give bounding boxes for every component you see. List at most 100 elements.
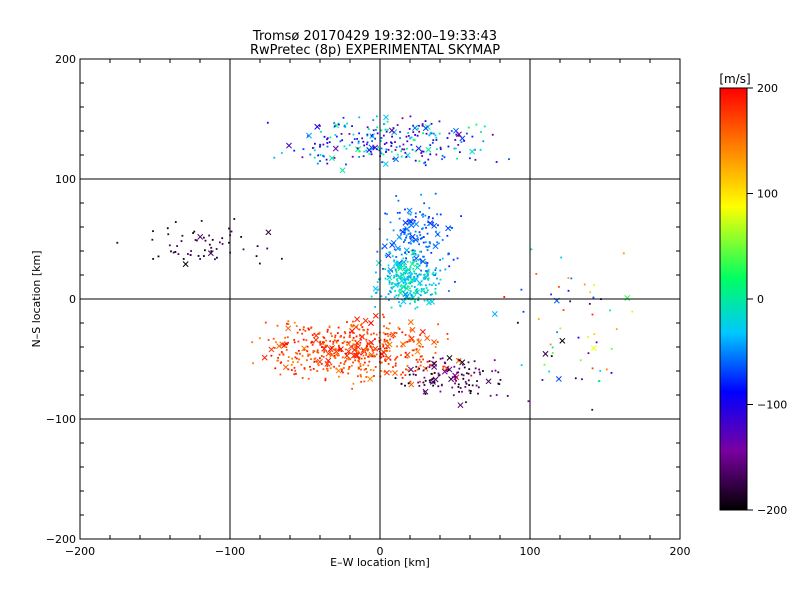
- data-point: [216, 256, 218, 259]
- data-point: [379, 353, 382, 355]
- data-point: [287, 356, 290, 358]
- data-point: [430, 122, 433, 125]
- data-point: [369, 345, 372, 348]
- data-point: [323, 341, 326, 344]
- data-point: [400, 287, 403, 290]
- data-point: [395, 261, 398, 264]
- data-point: [307, 377, 310, 380]
- data-point: [412, 239, 415, 242]
- data-point: [363, 144, 366, 147]
- data-point: [320, 343, 323, 345]
- data-point: [428, 134, 431, 137]
- data-point: [595, 341, 598, 344]
- data-point: [418, 160, 421, 163]
- data-point: [258, 262, 261, 265]
- data-point: [352, 324, 355, 327]
- data-point: [370, 347, 373, 349]
- data-point: [203, 255, 205, 257]
- data-point: [295, 325, 298, 327]
- data-point: [401, 331, 404, 334]
- data-point: [442, 365, 445, 368]
- data-point: [365, 376, 368, 378]
- data-point: [266, 247, 269, 250]
- data-point: [294, 351, 297, 354]
- data-point: [228, 241, 230, 244]
- data-point: [387, 264, 390, 267]
- data-point: [151, 238, 154, 241]
- data-point: [442, 367, 445, 370]
- data-point: [410, 242, 412, 245]
- data-point: [370, 333, 373, 336]
- data-point: [342, 367, 345, 369]
- data-point: [343, 340, 346, 343]
- data-point: [599, 370, 602, 372]
- data-point: [413, 279, 416, 282]
- cross-marker: [368, 144, 375, 151]
- data-point: [431, 378, 434, 381]
- data-point: [414, 374, 417, 376]
- data-point: [395, 264, 398, 267]
- data-point: [399, 304, 401, 307]
- data-point: [422, 236, 425, 238]
- data-point: [328, 141, 331, 144]
- data-point: [425, 132, 428, 135]
- data-point: [454, 382, 456, 385]
- data-point: [427, 279, 430, 281]
- data-point: [361, 326, 364, 328]
- data-point: [346, 122, 349, 125]
- data-point: [409, 213, 412, 216]
- data-point: [398, 211, 401, 214]
- data-point: [419, 237, 422, 240]
- data-point: [436, 241, 438, 244]
- data-point: [381, 343, 384, 346]
- data-point: [422, 241, 425, 244]
- data-point: [358, 367, 360, 370]
- data-point: [335, 341, 338, 344]
- data-point: [359, 341, 362, 344]
- data-point: [610, 347, 613, 350]
- data-point: [351, 155, 354, 158]
- data-point: [399, 277, 402, 280]
- data-point: [415, 348, 418, 351]
- data-point: [456, 371, 459, 374]
- data-point: [439, 213, 442, 216]
- data-point: [372, 369, 375, 372]
- cross-marker: [408, 222, 415, 229]
- data-point: [371, 355, 374, 358]
- data-point: [199, 258, 202, 260]
- colorbar-tick-label: 0: [757, 293, 764, 306]
- data-point: [408, 128, 411, 130]
- data-point: [394, 358, 396, 361]
- data-point: [202, 236, 205, 239]
- data-point: [420, 269, 422, 272]
- data-point: [424, 393, 427, 395]
- data-point: [368, 153, 371, 155]
- data-point: [360, 324, 362, 326]
- data-point: [405, 257, 407, 260]
- data-point: [380, 129, 383, 132]
- data-point: [431, 364, 434, 367]
- data-point: [454, 147, 457, 150]
- data-point: [567, 289, 570, 292]
- data-point: [419, 211, 421, 213]
- data-point: [386, 275, 389, 278]
- data-point: [322, 342, 324, 345]
- data-point: [335, 135, 338, 138]
- data-point: [416, 235, 418, 237]
- data-point: [256, 245, 259, 248]
- data-point: [450, 130, 453, 132]
- data-point: [342, 116, 345, 119]
- data-point: [385, 148, 388, 151]
- data-point: [384, 268, 387, 271]
- data-point: [415, 365, 418, 368]
- data-point: [400, 150, 403, 152]
- data-point: [434, 192, 437, 195]
- data-point: [478, 368, 481, 371]
- data-point: [286, 336, 289, 339]
- data-point: [296, 331, 299, 334]
- data-point: [324, 379, 327, 382]
- data-point: [357, 140, 360, 143]
- data-point: [383, 325, 385, 328]
- data-point: [200, 220, 203, 222]
- cross-marker: [265, 229, 272, 236]
